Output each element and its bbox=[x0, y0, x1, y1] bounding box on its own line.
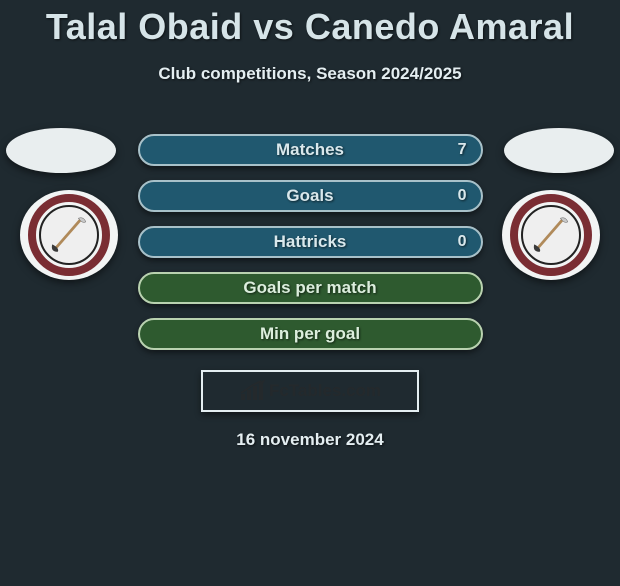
snapshot-date: 16 november 2024 bbox=[0, 430, 620, 450]
brand-bars-icon bbox=[239, 380, 265, 402]
player-avatar-left bbox=[6, 128, 116, 173]
stat-label: Goals bbox=[286, 186, 333, 206]
player-avatar-right bbox=[504, 128, 614, 173]
stat-label: Hattricks bbox=[274, 232, 347, 252]
stat-label: Goals per match bbox=[243, 278, 376, 298]
club-badge-left bbox=[20, 190, 118, 280]
brand-text: FcTables.com bbox=[269, 381, 381, 401]
club-crest-icon bbox=[523, 207, 579, 263]
stats-list: Matches 7 Goals 0 Hattricks 0 Goals per … bbox=[138, 114, 483, 350]
stat-pill: Goals 0 bbox=[138, 180, 483, 212]
stat-value: 7 bbox=[458, 141, 467, 159]
stat-label: Min per goal bbox=[260, 324, 360, 344]
stat-pill: Min per goal bbox=[138, 318, 483, 350]
stat-value: 0 bbox=[458, 187, 467, 205]
stat-pill: Matches 7 bbox=[138, 134, 483, 166]
stat-label: Matches bbox=[276, 140, 344, 160]
stat-pill: Goals per match bbox=[138, 272, 483, 304]
comparison-body: Matches 7 Goals 0 Hattricks 0 Goals per … bbox=[0, 114, 620, 450]
stat-value: 0 bbox=[458, 233, 467, 251]
brand-attribution: FcTables.com bbox=[201, 370, 419, 412]
comparison-title: Talal Obaid vs Canedo Amaral bbox=[0, 6, 620, 48]
stat-pill: Hattricks 0 bbox=[138, 226, 483, 258]
comparison-subtitle: Club competitions, Season 2024/2025 bbox=[0, 64, 620, 84]
club-crest-icon bbox=[41, 207, 97, 263]
club-badge-right bbox=[502, 190, 600, 280]
